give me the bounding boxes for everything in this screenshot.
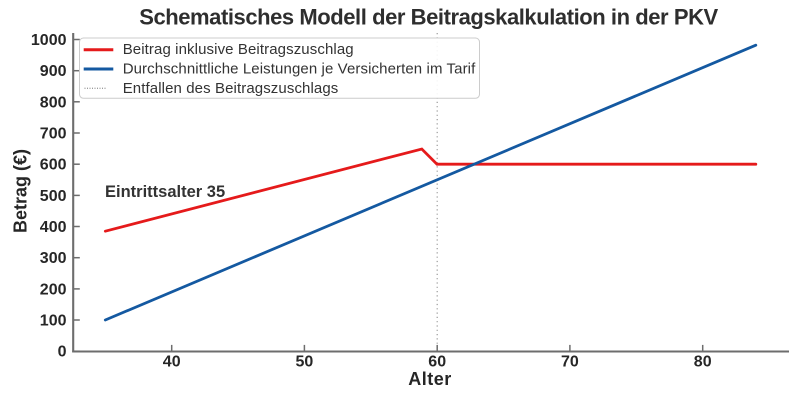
svg-text:1000: 1000 bbox=[31, 32, 67, 49]
svg-text:300: 300 bbox=[40, 250, 67, 267]
svg-text:60: 60 bbox=[428, 353, 446, 370]
svg-text:Alter: Alter bbox=[408, 369, 452, 389]
svg-text:Entfallen des Beitragszuschlag: Entfallen des Beitragszuschlags bbox=[123, 80, 339, 97]
svg-text:900: 900 bbox=[40, 63, 67, 80]
svg-text:400: 400 bbox=[40, 219, 67, 236]
svg-text:500: 500 bbox=[40, 188, 67, 205]
svg-text:100: 100 bbox=[40, 313, 67, 330]
svg-text:600: 600 bbox=[40, 157, 67, 174]
svg-text:40: 40 bbox=[163, 353, 181, 370]
svg-text:0: 0 bbox=[58, 344, 67, 361]
svg-text:80: 80 bbox=[694, 353, 712, 370]
svg-text:800: 800 bbox=[40, 94, 67, 111]
svg-text:Durchschnittliche Leistungen j: Durchschnittliche Leistungen je Versiche… bbox=[123, 61, 476, 78]
svg-text:50: 50 bbox=[296, 353, 314, 370]
svg-text:Schematisches Modell der Beitr: Schematisches Modell der Beitragskalkula… bbox=[139, 4, 718, 29]
svg-text:Beitrag inklusive Beitragszusc: Beitrag inklusive Beitragszuschlag bbox=[123, 41, 354, 58]
svg-text:Betrag (€): Betrag (€) bbox=[11, 149, 31, 233]
svg-text:Eintrittsalter 35: Eintrittsalter 35 bbox=[105, 183, 225, 201]
svg-text:200: 200 bbox=[40, 281, 67, 298]
svg-text:700: 700 bbox=[40, 126, 67, 143]
svg-text:70: 70 bbox=[561, 353, 579, 370]
